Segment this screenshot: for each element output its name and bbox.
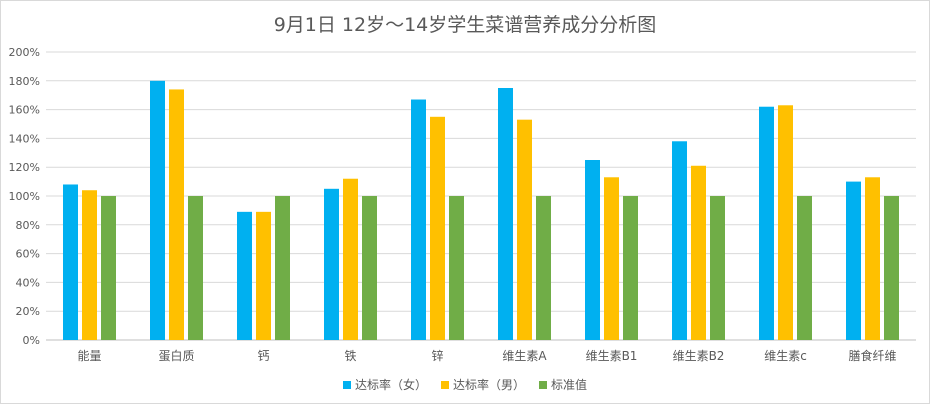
bar — [846, 181, 861, 340]
bar — [710, 196, 725, 340]
x-tick-label: 能量 — [77, 349, 101, 363]
bar — [672, 141, 687, 340]
bar — [759, 106, 774, 340]
bar — [256, 211, 271, 340]
bar — [63, 184, 78, 340]
bar — [797, 196, 812, 340]
bar — [585, 160, 600, 340]
bar — [275, 196, 290, 340]
bar — [884, 196, 899, 340]
legend-label: 标准值 — [551, 378, 588, 392]
bar — [449, 196, 464, 340]
bar — [237, 211, 252, 340]
x-tick-label: 维生素B2 — [673, 349, 725, 363]
x-tick-label: 维生素B1 — [586, 349, 638, 363]
bar — [101, 196, 116, 340]
bar — [430, 116, 445, 340]
bar — [865, 177, 880, 340]
bar — [188, 196, 203, 340]
bar — [150, 80, 165, 341]
y-tick-label: 100% — [9, 190, 40, 203]
bar — [82, 190, 97, 340]
x-tick-label: 锌 — [431, 349, 443, 363]
legend-swatch — [539, 380, 547, 389]
chart-title: 9月1日 12岁～14岁学生菜谱营养成分分析图 — [273, 14, 657, 36]
x-tick-label: 蛋白质 — [158, 348, 194, 363]
legend-label: 达标率（男） — [452, 378, 525, 392]
y-tick-label: 40% — [16, 276, 40, 289]
bar — [623, 196, 638, 340]
bar — [517, 119, 532, 341]
bar — [324, 188, 339, 340]
legend-item: 标准值 — [539, 376, 587, 393]
y-tick-label: 140% — [9, 132, 40, 145]
legend-item: 达标率（男） — [440, 376, 525, 393]
legend: 达标率（女） 达标率（男） 标准值 — [1, 376, 929, 393]
x-tick-label: 膳食纤维 — [848, 348, 896, 363]
bar — [604, 177, 619, 340]
bar — [343, 178, 358, 340]
bar — [362, 196, 377, 340]
legend-swatch — [342, 380, 351, 389]
x-tick-label: 铁 — [344, 349, 356, 363]
legend-swatch — [440, 380, 449, 389]
x-tick-label: 维生素A — [502, 349, 547, 363]
bar — [498, 88, 513, 340]
bar — [536, 196, 551, 340]
legend-label: 达标率（女） — [354, 378, 427, 392]
legend-item: 达标率（女） — [342, 376, 427, 393]
x-tick-label: 钙 — [257, 349, 269, 363]
y-tick-label: 20% — [16, 305, 40, 318]
bar — [411, 99, 426, 341]
y-tick-label: 180% — [9, 75, 40, 88]
x-tick-label: 维生素c — [764, 349, 807, 363]
y-tick-label: 160% — [9, 104, 40, 117]
bar — [169, 89, 184, 340]
y-tick-label: 0% — [23, 334, 40, 347]
y-tick-label: 120% — [9, 161, 40, 174]
bar — [778, 105, 793, 340]
y-tick-label: 80% — [16, 219, 40, 232]
bar — [691, 165, 706, 340]
y-tick-label: 200% — [9, 46, 40, 59]
y-tick-label: 60% — [16, 248, 40, 261]
